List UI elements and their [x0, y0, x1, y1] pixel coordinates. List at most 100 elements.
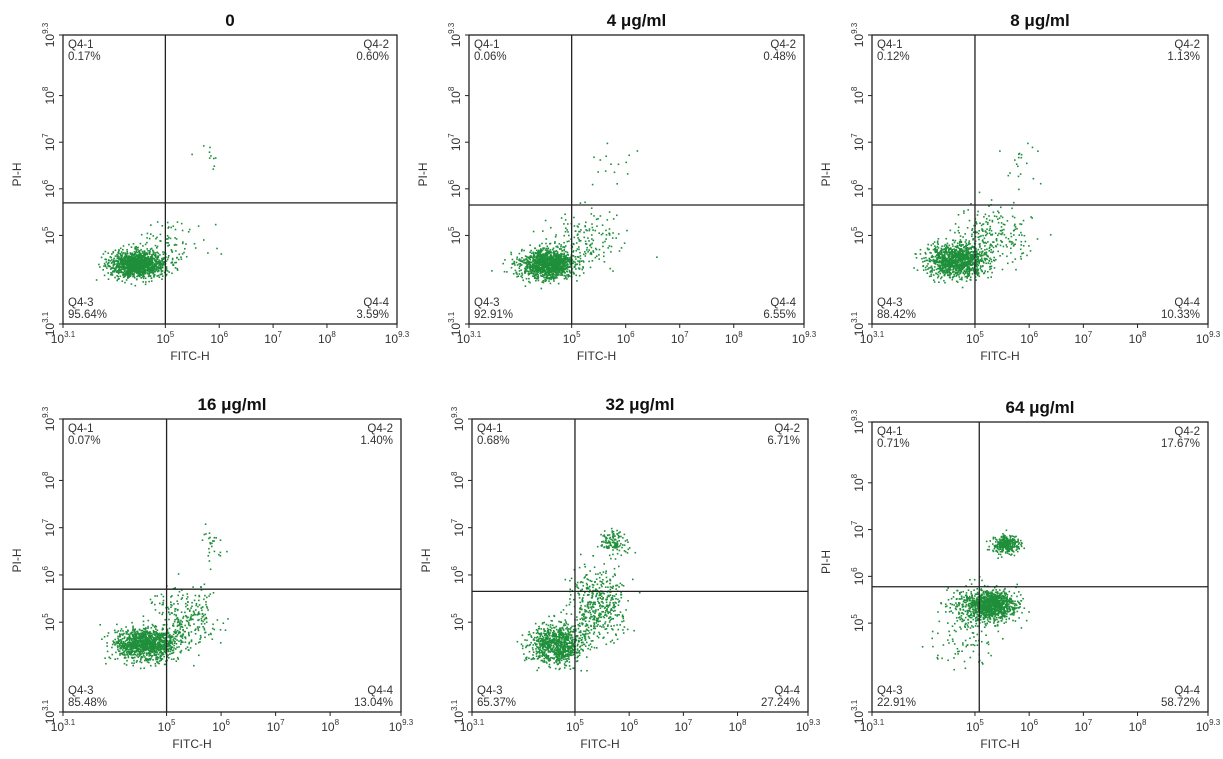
event-dot	[104, 265, 107, 268]
event-dot	[919, 253, 922, 255]
event-dot	[208, 151, 211, 153]
event-dot	[930, 275, 933, 277]
event-dot	[954, 261, 957, 263]
event-dot	[561, 253, 564, 256]
event-dot	[961, 276, 963, 279]
event-dot	[145, 659, 148, 662]
event-dot	[552, 265, 554, 267]
event-dot	[121, 253, 124, 255]
event-dot	[542, 253, 545, 255]
event-dot	[596, 225, 598, 227]
event-dot	[180, 258, 183, 260]
event-dot	[554, 258, 556, 261]
event-dot	[1010, 241, 1012, 243]
event-dot	[136, 255, 138, 257]
event-dot	[984, 241, 986, 244]
event-dot	[121, 638, 124, 640]
event-dot	[120, 268, 123, 271]
x-axis-label: FITC-H	[980, 349, 1019, 363]
event-dot	[987, 262, 990, 264]
event-dot	[516, 264, 519, 266]
event-dot	[119, 268, 122, 271]
event-dot	[130, 246, 133, 248]
event-dot	[161, 225, 164, 227]
event-dot	[584, 251, 586, 253]
event-dot	[144, 271, 146, 274]
event-dot	[151, 257, 154, 259]
event-dot	[553, 259, 555, 261]
event-dot	[518, 267, 521, 269]
event-dot	[548, 264, 550, 267]
event-dot	[960, 269, 963, 272]
event-dot	[984, 258, 986, 260]
event-dot	[959, 235, 962, 237]
event-dot	[959, 251, 962, 253]
event-dot	[569, 271, 571, 273]
event-dot	[537, 270, 540, 272]
event-dot	[140, 233, 143, 236]
event-dot	[977, 236, 980, 238]
event-dot	[537, 267, 539, 270]
event-dot	[608, 232, 610, 235]
event-dot	[1020, 231, 1022, 234]
event-dot	[553, 252, 556, 255]
quadrant-percent: 6.55%	[763, 309, 796, 321]
event-dot	[537, 274, 539, 276]
event-dot	[141, 267, 143, 269]
event-dot	[1000, 206, 1002, 209]
event-dot	[170, 226, 172, 229]
event-dot	[964, 263, 967, 265]
event-dot	[1030, 216, 1032, 218]
event-dot	[139, 255, 141, 258]
event-dot	[164, 643, 166, 645]
event-dot	[957, 259, 959, 262]
event-dot	[956, 266, 959, 268]
event-dot	[118, 249, 120, 251]
event-dot	[589, 266, 592, 269]
event-dot	[988, 215, 990, 217]
event-dot	[928, 267, 930, 269]
event-dot	[520, 269, 522, 271]
event-dot	[967, 272, 969, 275]
event-dot	[962, 261, 964, 264]
event-dot	[167, 227, 169, 229]
event-dot	[535, 252, 537, 255]
y-tick-label: 109.3	[447, 22, 463, 47]
event-dot	[161, 278, 163, 280]
event-dot	[544, 270, 547, 272]
event-dot	[528, 257, 531, 260]
event-dot	[948, 255, 951, 257]
event-dot	[99, 624, 101, 626]
event-dot	[564, 257, 566, 259]
event-dot	[558, 243, 561, 245]
event-dot	[564, 277, 567, 279]
event-dot	[533, 266, 536, 269]
event-dot	[132, 264, 134, 266]
event-dot	[536, 249, 538, 252]
event-dot	[520, 260, 522, 262]
event-dot	[978, 235, 981, 238]
event-dot	[118, 262, 121, 265]
event-dot	[1022, 252, 1025, 254]
event-dot	[534, 277, 537, 279]
event-dot	[148, 272, 151, 274]
event-dot	[178, 253, 181, 256]
event-dot	[511, 263, 514, 265]
event-dot	[926, 265, 928, 267]
event-dot	[562, 267, 565, 269]
event-dot	[544, 262, 546, 265]
event-dot	[553, 265, 556, 268]
event-dot	[587, 251, 589, 253]
event-dot	[974, 261, 977, 264]
event-dot	[956, 264, 959, 266]
x-tick-label: 106	[210, 330, 228, 346]
event-dot	[963, 210, 965, 212]
event-dot	[156, 266, 158, 268]
event-dot	[119, 259, 121, 262]
event-dot	[1010, 232, 1012, 235]
event-dot	[545, 247, 547, 250]
event-dot	[525, 262, 527, 264]
event-dot	[610, 163, 612, 165]
event-dot	[150, 262, 152, 264]
event-dot	[560, 268, 562, 270]
